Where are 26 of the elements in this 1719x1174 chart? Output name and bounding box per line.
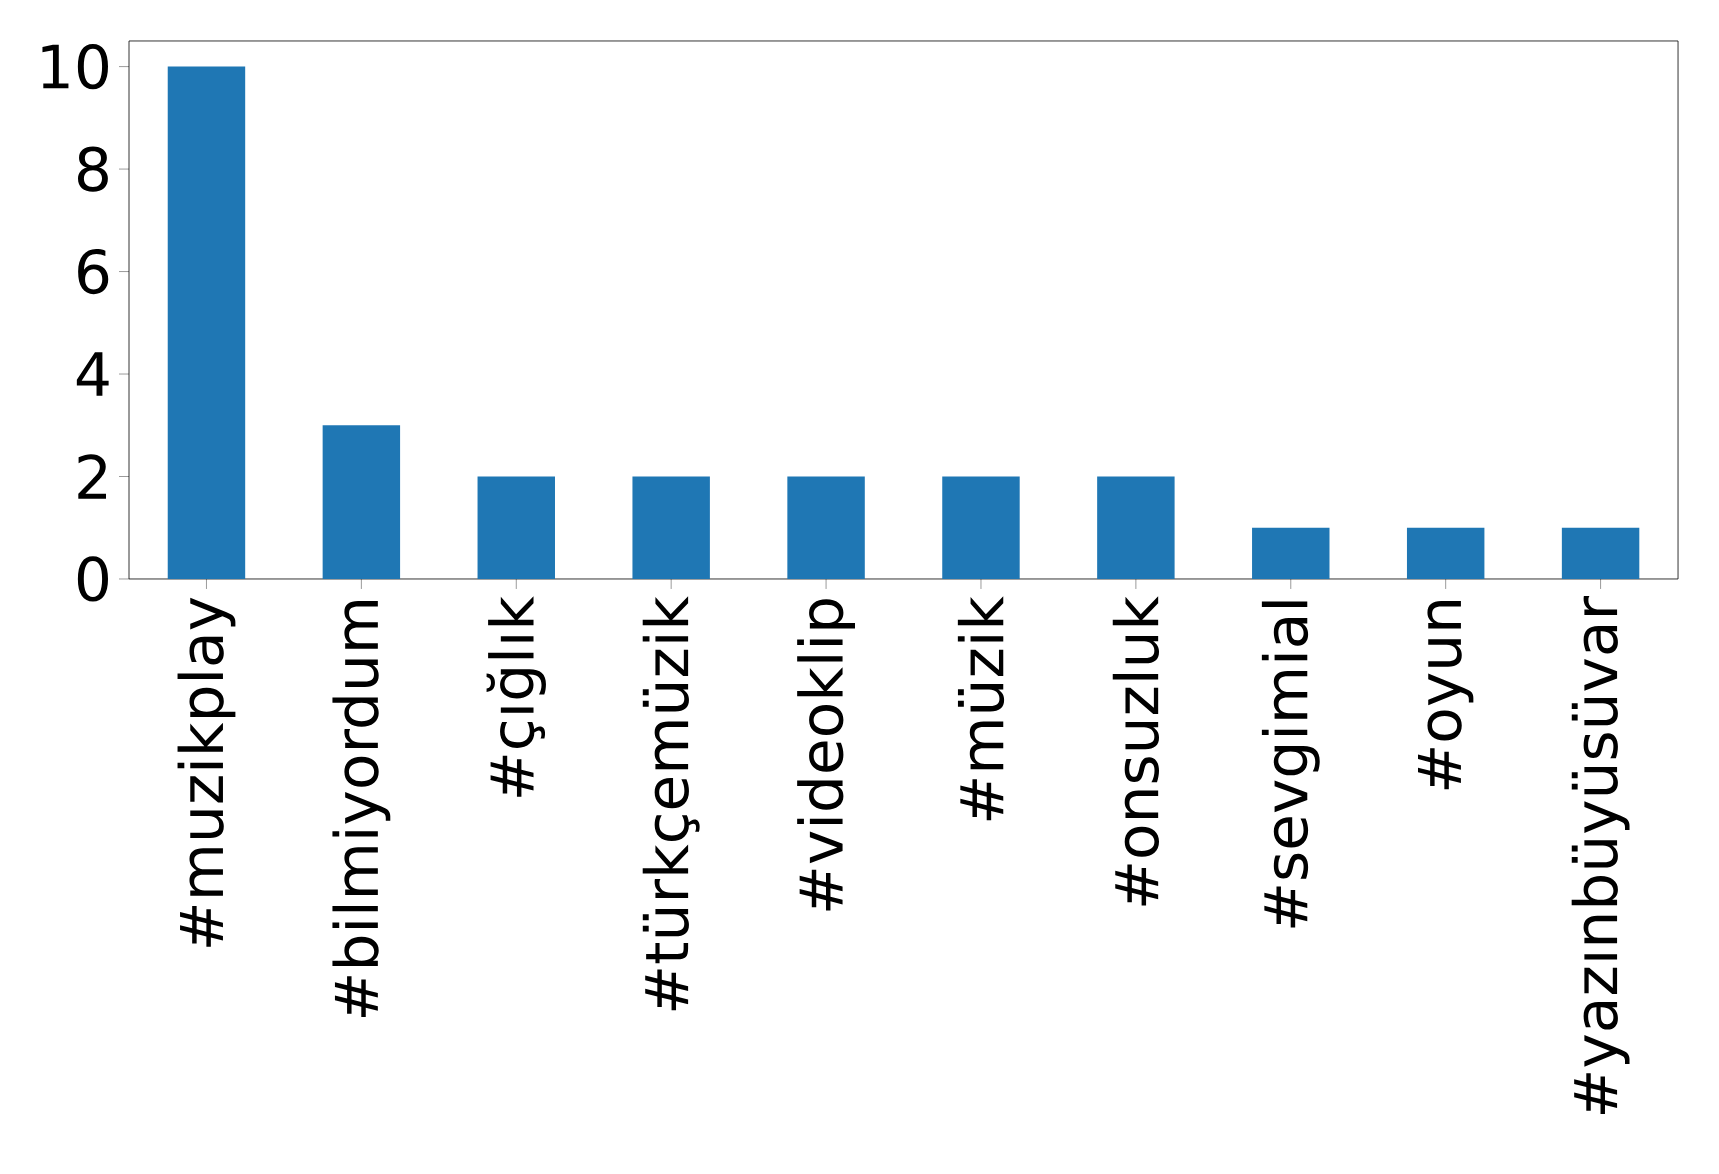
- y-tick-label: 10: [42, 43, 108, 90]
- bar: [322, 425, 401, 579]
- x-tick-label: #muzikplay: [177, 597, 236, 947]
- x-tick-label: #oyun: [1418, 601, 1474, 790]
- bar: [942, 476, 1020, 579]
- x-tick-label: #müzik: [957, 596, 1005, 821]
- x-tick-label: #onsuzluk: [1112, 596, 1159, 906]
- y-tick-label: 2: [78, 454, 106, 499]
- y-tick-label: 8: [78, 146, 108, 192]
- bar: [1097, 476, 1175, 579]
- bar: [1406, 527, 1485, 579]
- x-tick-label: #sevgimial: [1261, 601, 1320, 928]
- y-tick-label: 6: [78, 248, 109, 295]
- y-tick-label: 4: [76, 352, 109, 396]
- x-tick-label: #türkçemüzik: [642, 596, 700, 1011]
- x-tick-label: #çığlık: [486, 596, 546, 797]
- bar: [1252, 527, 1330, 579]
- bar: [477, 476, 555, 579]
- bar: [787, 476, 865, 579]
- bar: [167, 66, 246, 579]
- bar: [632, 476, 710, 579]
- x-tick-label: #videoklip: [797, 599, 855, 911]
- x-tick-label: #yazınbüyüsüvar: [1571, 595, 1630, 1115]
- x-tick-label: #bilmiyordum: [332, 600, 391, 1018]
- bar: [1561, 527, 1640, 579]
- y-tick-label: 0: [77, 556, 108, 602]
